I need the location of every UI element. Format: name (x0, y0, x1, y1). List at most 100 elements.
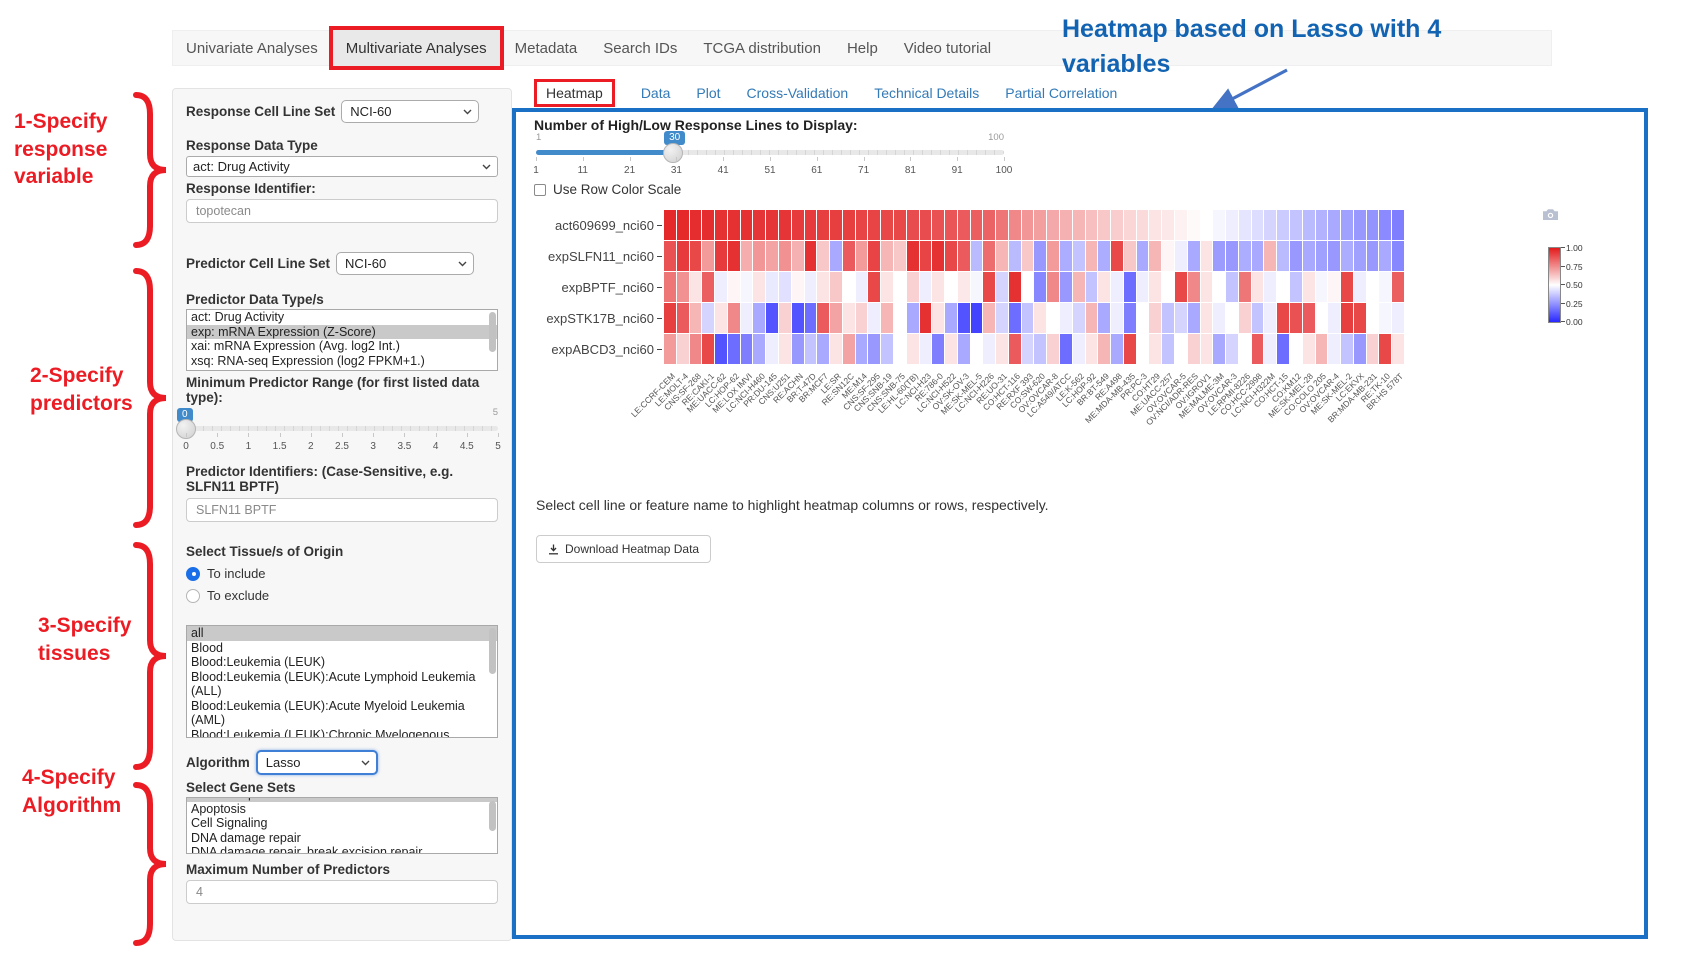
nav-item-video-tutorial[interactable]: Video tutorial (903, 39, 992, 57)
heatmap-cell[interactable] (1302, 334, 1315, 364)
nav-item-univariate-analyses[interactable]: Univariate Analyses (186, 39, 318, 57)
heatmap-cell[interactable] (1021, 241, 1034, 271)
heatmap-cell[interactable] (1175, 241, 1187, 271)
heatmap-cell[interactable] (970, 303, 983, 333)
heatmap-cell[interactable] (1366, 210, 1379, 240)
heatmap-cell[interactable] (970, 272, 983, 302)
camera-icon[interactable] (1542, 208, 1559, 226)
heatmap-cell[interactable] (740, 303, 753, 333)
heatmap-cell[interactable] (868, 334, 881, 364)
heatmap-cell[interactable] (1111, 210, 1123, 240)
heatmap-cell[interactable] (1315, 241, 1328, 271)
heatmap-cell[interactable] (1072, 241, 1085, 271)
heatmap-cell[interactable] (855, 334, 868, 364)
heatmap-cell[interactable] (1353, 303, 1366, 333)
heatmap-cell[interactable] (1085, 210, 1098, 240)
heatmap-cell[interactable] (970, 210, 983, 240)
heatmap-cell[interactable] (727, 334, 740, 364)
list-option[interactable]: Blood:Leukemia (LEUK) (191, 655, 326, 669)
heatmap-cell[interactable] (1175, 334, 1187, 364)
nav-item-metadata[interactable]: Metadata (514, 39, 578, 57)
heatmap-cell[interactable] (778, 303, 791, 333)
heatmap-cell[interactable] (1251, 210, 1264, 240)
slider-track[interactable] (536, 150, 1004, 155)
heatmap-cell[interactable] (893, 334, 906, 364)
heatmap-cell[interactable] (1290, 303, 1302, 333)
heatmap-cell[interactable] (1034, 210, 1047, 240)
list-option[interactable]: all (187, 626, 497, 641)
heatmap-cell[interactable] (727, 210, 740, 240)
heatmap-cell[interactable] (676, 272, 689, 302)
heatmap-cell[interactable] (1060, 303, 1072, 333)
heatmap-cell[interactable] (1277, 303, 1290, 333)
heatmap-cell[interactable] (804, 303, 817, 333)
heatmap-cell[interactable] (727, 303, 740, 333)
heatmap-cell[interactable] (1098, 334, 1111, 364)
heatmap-cell[interactable] (1072, 210, 1085, 240)
heatmap-cell[interactable] (970, 241, 983, 271)
heatmap-row-label[interactable]: expSLFN11_nci60 (516, 241, 662, 272)
heatmap-cell[interactable] (727, 241, 740, 271)
heatmap-cell[interactable] (957, 241, 970, 271)
heatmap-cell[interactable] (1302, 241, 1315, 271)
heatmap-row-label[interactable]: act609699_nci60 (516, 210, 662, 241)
heatmap-cell[interactable] (1008, 241, 1021, 271)
heatmap-cell[interactable] (1098, 241, 1111, 271)
heatmap-cell[interactable] (996, 303, 1008, 333)
heatmap-cell[interactable] (957, 303, 970, 333)
heatmap-cell[interactable] (778, 210, 791, 240)
heatmap-cell[interactable] (932, 334, 945, 364)
heatmap-cell[interactable] (957, 210, 970, 240)
heatmap-cell[interactable] (702, 334, 715, 364)
heatmap-cell[interactable] (1353, 210, 1366, 240)
heatmap-cell[interactable] (1226, 210, 1238, 240)
heatmap-cell[interactable] (689, 272, 702, 302)
heatmap-cell[interactable] (996, 241, 1008, 271)
heatmap-row-label[interactable]: expSTK17B_nci60 (516, 303, 662, 334)
heatmap-cell[interactable] (1290, 210, 1302, 240)
heatmap-cell[interactable] (1008, 272, 1021, 302)
heatmap-cell[interactable] (817, 210, 830, 240)
heatmap-cell[interactable] (842, 303, 855, 333)
scrollbar[interactable] (489, 801, 496, 831)
response-lines-slider[interactable]: 1 100 30 1 11 21 31 41 51 61 71 81 91 100 (533, 131, 1012, 180)
heatmap-cell[interactable] (1392, 334, 1404, 364)
heatmap-cell[interactable] (1353, 272, 1366, 302)
heatmap-cell[interactable] (791, 303, 804, 333)
heatmap-cell[interactable] (1213, 210, 1226, 240)
heatmap-cell[interactable] (1341, 272, 1353, 302)
heatmap-cell[interactable] (778, 334, 791, 364)
heatmap-cell[interactable] (1290, 272, 1302, 302)
radio-unchecked-icon[interactable] (186, 588, 200, 603)
heatmap-cell[interactable] (689, 210, 702, 240)
heatmap-cell[interactable] (676, 241, 689, 271)
heatmap-cell[interactable] (1034, 303, 1047, 333)
heatmap-cell[interactable] (893, 272, 906, 302)
heatmap-cell[interactable] (1315, 303, 1328, 333)
heatmap-cell[interactable] (1328, 210, 1341, 240)
heatmap-cell[interactable] (1085, 241, 1098, 271)
heatmap-cell[interactable] (1162, 210, 1175, 240)
heatmap-cell[interactable] (1187, 241, 1200, 271)
heatmap-cell[interactable] (766, 241, 778, 271)
heatmap-cell[interactable] (1060, 334, 1072, 364)
heatmap-cell[interactable] (1302, 272, 1315, 302)
heatmap-cell[interactable] (1098, 210, 1111, 240)
heatmap-cell[interactable] (957, 272, 970, 302)
heatmap-cell[interactable] (906, 241, 919, 271)
heatmap-cell[interactable] (1238, 272, 1251, 302)
heatmap-cell[interactable] (881, 210, 893, 240)
heatmap-cell[interactable] (702, 210, 715, 240)
heatmap-cell[interactable] (1251, 303, 1264, 333)
radio-checked-icon[interactable] (186, 566, 200, 581)
heatmap-cell[interactable] (932, 272, 945, 302)
heatmap-cell[interactable] (830, 241, 842, 271)
heatmap-cell[interactable] (1175, 303, 1187, 333)
max-predictors-input[interactable]: 4 (186, 880, 498, 904)
list-option[interactable]: Blood:Leukemia (LEUK):Acute Myeloid Leuk… (191, 698, 465, 728)
heatmap-cell[interactable] (753, 272, 766, 302)
list-option[interactable]: Blood:Leukemia (LEUK):Chronic Myelogenou… (191, 727, 450, 738)
heatmap-cell[interactable] (753, 241, 766, 271)
list-option[interactable]: xai: mRNA Expression (Avg. log2 Int.) (191, 339, 400, 353)
heatmap-cell[interactable] (753, 303, 766, 333)
